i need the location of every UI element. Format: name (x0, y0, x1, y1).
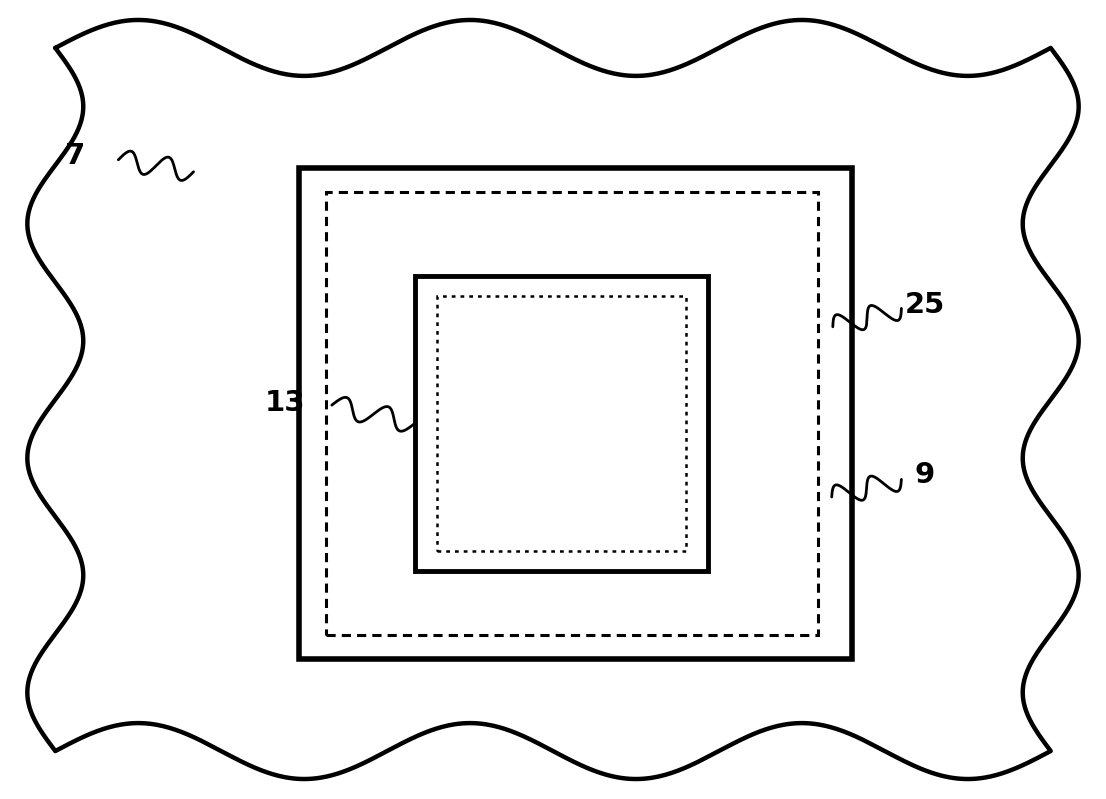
Text: 9: 9 (915, 461, 935, 490)
Bar (326, 192, 818, 635)
Bar (415, 276, 708, 571)
Bar (437, 296, 686, 551)
Bar (299, 168, 852, 659)
Text: 7: 7 (65, 141, 85, 170)
Text: 25: 25 (905, 291, 945, 320)
Text: 13: 13 (265, 389, 305, 418)
